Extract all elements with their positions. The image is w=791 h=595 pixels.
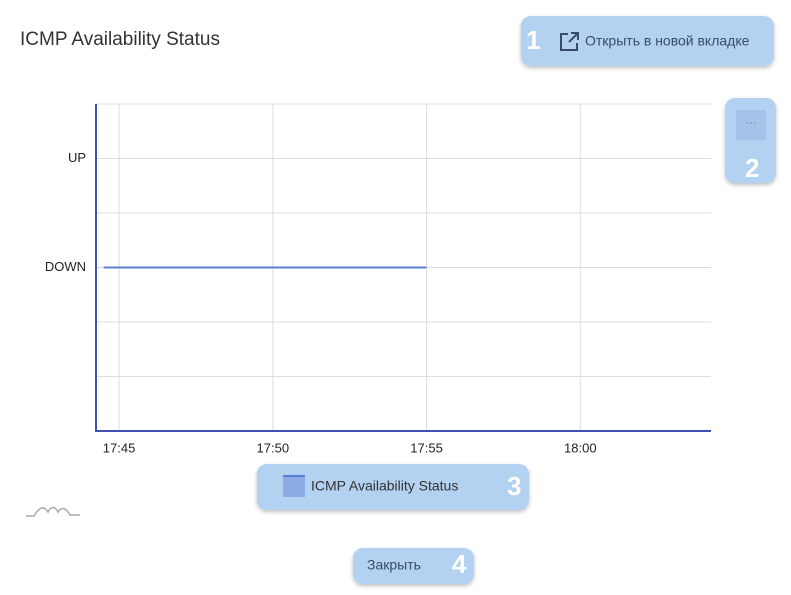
x-tick-label: 17:55 <box>410 440 443 455</box>
legend-swatch <box>283 475 305 497</box>
button-label: Открыть в новой вкладке <box>585 33 750 49</box>
legend-bg <box>257 464 529 510</box>
badge: 4 <box>452 549 467 579</box>
button-label: Закрыть <box>367 557 421 573</box>
y-tick-label: UP <box>68 150 86 165</box>
button-bg <box>353 548 474 584</box>
x-tick-label: 18:00 <box>564 440 597 455</box>
title: ICMP Availability Status <box>20 29 220 50</box>
menu-label: ··· <box>746 117 757 129</box>
menu-button[interactable]: ··· 2 <box>725 98 776 183</box>
x-tick-label: 17:50 <box>257 440 290 455</box>
badge: 2 <box>745 153 759 183</box>
logo <box>26 506 80 517</box>
legend-label: ICMP Availability Status <box>311 478 458 494</box>
y-tick-label: DOWN <box>45 259 86 274</box>
button-bg <box>521 16 774 66</box>
close-button[interactable]: Закрыть 4 <box>353 548 474 584</box>
menu-square <box>736 110 766 140</box>
open-new-tab-button[interactable]: 1 Открыть в новой вкладке <box>521 16 774 66</box>
external-icon <box>560 32 579 51</box>
badge: 1 <box>526 25 540 55</box>
legend[interactable]: ICMP Availability Status 3 <box>257 464 529 510</box>
badge: 3 <box>507 471 521 501</box>
plot: UP DOWN 17:45 17:50 17:55 18:00 <box>45 103 711 455</box>
x-tick-label: 17:45 <box>103 440 136 455</box>
